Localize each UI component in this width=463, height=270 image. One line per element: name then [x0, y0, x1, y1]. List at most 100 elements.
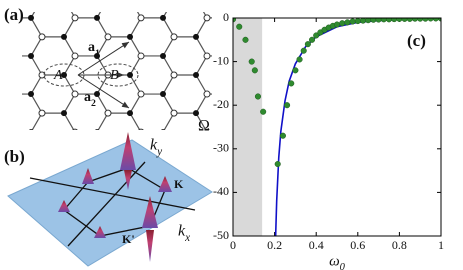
bond	[262, 75, 273, 94]
site-b	[358, 91, 364, 97]
site-a	[137, 52, 145, 60]
dot	[401, 18, 408, 22]
bond	[96, 12, 102, 19]
point-label: K	[174, 177, 184, 191]
bond	[202, 12, 208, 19]
site-b	[160, 129, 166, 130]
x-axis-label: ω0	[329, 253, 346, 270]
site-b	[160, 14, 166, 21]
site-b	[193, 33, 199, 40]
site-a	[270, 91, 276, 97]
site-a	[38, 71, 46, 79]
bond	[328, 75, 339, 94]
bond	[97, 132, 108, 151]
site-a	[137, 14, 145, 22]
site-a	[170, 71, 178, 79]
bond	[195, 74, 208, 95]
site-a	[71, 90, 79, 98]
dot	[406, 18, 413, 22]
dot	[304, 41, 311, 48]
y-tick-label: -50	[213, 228, 229, 242]
site-b	[325, 110, 331, 116]
dot	[380, 18, 387, 23]
honeycomb-lattice	[0, 0, 364, 170]
line	[274, 18, 441, 236]
site-b	[28, 91, 34, 98]
point-label: K'	[122, 232, 135, 246]
site-b	[127, 72, 133, 78]
bond	[96, 55, 109, 76]
site-a	[303, 110, 309, 116]
dot	[349, 18, 356, 25]
bond	[31, 151, 42, 170]
bond	[63, 36, 76, 57]
dot	[242, 36, 249, 43]
bond	[262, 18, 273, 37]
bond	[30, 74, 43, 95]
site-b	[259, 0, 265, 2]
site-a	[71, 14, 79, 22]
site-b	[0, 110, 1, 116]
site-b	[0, 148, 1, 154]
bond	[295, 75, 306, 94]
site-b	[61, 148, 67, 154]
chart: 0 0.2 0.4 0.6 0.8 1 0 -10 -20 -30 -40 -50	[213, 10, 444, 252]
bond	[262, 132, 273, 151]
bond	[162, 17, 175, 38]
dot	[417, 18, 424, 22]
dot	[344, 19, 351, 26]
site-b	[325, 34, 331, 40]
site-b	[94, 14, 100, 21]
site-a	[137, 90, 145, 98]
bond	[328, 0, 339, 18]
site-b	[28, 52, 34, 59]
bond	[63, 74, 76, 95]
site-b	[61, 72, 67, 78]
bond	[96, 93, 109, 114]
site-a	[270, 129, 276, 135]
dot	[339, 20, 346, 27]
bond	[0, 75, 9, 94]
bond	[63, 93, 76, 114]
site-b	[94, 129, 100, 130]
y-tick-label: -10	[213, 53, 229, 67]
site-a	[170, 33, 178, 41]
dot	[251, 67, 258, 74]
bond	[129, 112, 141, 130]
site-a	[39, 0, 45, 2]
dot	[422, 18, 429, 22]
site-b	[193, 110, 199, 117]
bond	[30, 12, 36, 19]
bond	[295, 113, 306, 132]
site-b	[325, 0, 331, 2]
site-a	[71, 52, 79, 60]
site-b	[160, 52, 166, 59]
site-b	[292, 129, 298, 135]
bond	[30, 93, 43, 114]
site-a	[203, 52, 211, 60]
dot	[296, 56, 303, 63]
bond	[195, 17, 208, 38]
bond	[64, 132, 75, 151]
plot-area	[233, 18, 441, 236]
dot	[248, 58, 255, 65]
peaks	[58, 132, 172, 262]
y-tick-label: -20	[213, 97, 229, 111]
bond	[162, 74, 175, 95]
axis-label: kx	[178, 223, 190, 244]
bond	[328, 94, 339, 113]
site-b	[358, 53, 364, 59]
site-b	[0, 0, 1, 2]
site-a	[6, 129, 12, 135]
site-b	[193, 72, 199, 78]
x-tick-label: 1	[438, 238, 444, 252]
arrow	[77, 41, 130, 76]
bond	[195, 93, 208, 114]
site-a	[336, 91, 342, 97]
bond	[129, 36, 142, 57]
bond	[96, 17, 109, 38]
x-tick-label: 0.6	[350, 238, 365, 252]
site-label: B	[110, 68, 119, 83]
site-a	[171, 0, 177, 2]
